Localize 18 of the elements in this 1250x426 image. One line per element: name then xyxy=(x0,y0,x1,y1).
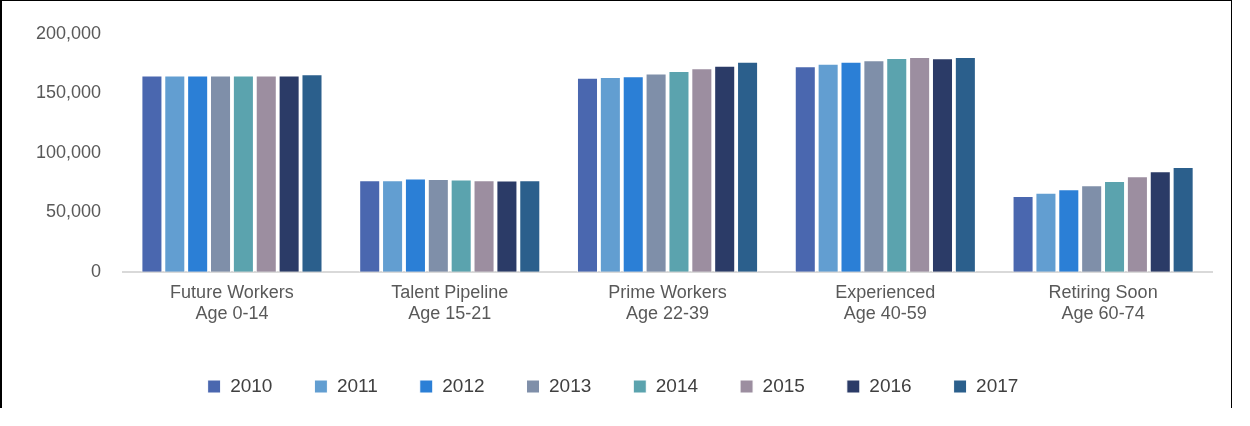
legend-label: 2012 xyxy=(442,374,485,396)
legend-label: 2010 xyxy=(230,374,273,396)
legend-label: 2013 xyxy=(549,374,592,396)
legend-label: 2014 xyxy=(655,374,699,396)
y-tick-label: 150,000 xyxy=(35,82,102,103)
y-tick-label: 50,000 xyxy=(46,201,102,222)
legend-label: 2017 xyxy=(976,374,1019,396)
x-tick-label: Retiring Soon Age 60-74 xyxy=(1048,281,1158,324)
legend-label: 2011 xyxy=(336,374,378,396)
legend-label: 2015 xyxy=(762,374,805,396)
x-tick-label: Talent Pipeline Age 15-21 xyxy=(391,281,509,324)
x-tick-label: Experienced Age 40-59 xyxy=(835,281,936,324)
x-tick-label: Prime Workers Age 22-39 xyxy=(608,281,727,324)
legend-label: 2016 xyxy=(869,374,912,396)
y-tick-label: 200,000 xyxy=(35,22,102,43)
y-tick-label: 0 xyxy=(91,260,102,281)
y-tick-label: 100,000 xyxy=(35,141,102,162)
x-tick-label: Future Workers Age 0-14 xyxy=(170,281,294,324)
